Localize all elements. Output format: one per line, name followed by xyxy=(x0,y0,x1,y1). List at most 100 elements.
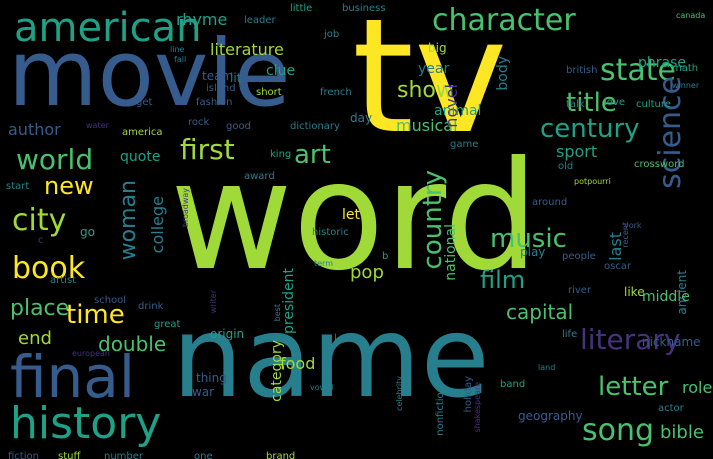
cloud-word: winner xyxy=(672,81,700,90)
cloud-word: broadway xyxy=(181,188,190,228)
cloud-word: life xyxy=(562,329,578,340)
cloud-word: character xyxy=(432,3,576,38)
cloud-word: rock xyxy=(188,117,210,128)
cloud-word: actor xyxy=(658,403,684,414)
cloud-word: body xyxy=(495,56,511,91)
cloud-word: culture xyxy=(636,99,671,110)
cloud-word: nonfiction xyxy=(435,386,446,436)
cloud-word: old xyxy=(558,161,574,172)
cloud-word: film xyxy=(480,266,526,294)
cloud-word: national xyxy=(443,224,459,281)
cloud-word: lit xyxy=(230,71,242,85)
cloud-word: little xyxy=(290,3,313,14)
cloud-word: century xyxy=(540,114,640,144)
cloud-word: land xyxy=(538,363,556,372)
cloud-word: island xyxy=(206,83,236,94)
cloud-word: college xyxy=(148,196,167,254)
cloud-word: time xyxy=(66,300,125,330)
cloud-word: water xyxy=(86,121,109,130)
cloud-word: around xyxy=(532,197,568,208)
cloud-word: art xyxy=(294,140,331,170)
cloud-word: america xyxy=(122,127,163,138)
cloud-word: dictionary xyxy=(290,121,340,132)
cloud-word: brand xyxy=(266,451,296,459)
cloud-word: leader xyxy=(244,15,276,26)
cloud-word: letter xyxy=(598,372,669,402)
cloud-word: writer xyxy=(209,290,218,314)
cloud-word: team xyxy=(202,69,234,83)
cloud-word: double xyxy=(98,332,167,356)
cloud-word: day xyxy=(350,111,373,125)
cloud-word: pop xyxy=(350,262,384,283)
cloud-word: vowel xyxy=(310,383,334,392)
cloud-word: historic xyxy=(312,227,349,238)
cloud-word: phrase xyxy=(638,55,687,71)
cloud-word: short xyxy=(256,87,282,98)
cloud-word: let xyxy=(342,207,360,223)
cloud-word: school xyxy=(94,295,127,306)
cloud-word: song xyxy=(582,413,655,448)
cloud-word: word xyxy=(170,130,539,304)
cloud-word: show xyxy=(397,78,454,103)
cloud-word: first xyxy=(180,133,235,166)
cloud-word: war xyxy=(192,385,215,399)
cloud-word: canada xyxy=(676,11,706,20)
cloud-word: title xyxy=(566,88,617,118)
cloud-word: business xyxy=(342,3,386,14)
cloud-word: state xyxy=(600,53,676,88)
cloud-word: sport xyxy=(556,142,598,161)
cloud-word: city xyxy=(12,203,67,238)
cloud-word: l xyxy=(334,333,337,344)
cloud-word: number xyxy=(104,451,144,459)
cloud-word: drink xyxy=(138,301,164,312)
cloud-word: role xyxy=(682,378,713,397)
cloud-word: literary xyxy=(580,323,681,356)
cloud-word: year xyxy=(418,61,450,77)
cloud-word: potpourri xyxy=(574,177,611,186)
cloud-word: great xyxy=(154,319,181,330)
cloud-word: river xyxy=(568,285,592,296)
cloud-word: world xyxy=(16,143,94,176)
cloud-word: clue xyxy=(266,63,296,79)
cloud-word: band xyxy=(500,379,526,390)
cloud-word: place xyxy=(10,296,70,321)
cloud-word: job xyxy=(324,29,340,40)
cloud-word: ancient xyxy=(675,270,689,315)
cloud-word: talk xyxy=(566,99,585,110)
cloud-word: term xyxy=(314,259,333,268)
cloud-word: math xyxy=(672,63,699,74)
cloud-word: shakespeare xyxy=(473,382,482,433)
cloud-word: line xyxy=(170,45,185,54)
cloud-word: one xyxy=(194,451,213,459)
cloud-word: love xyxy=(604,97,625,108)
cloud-word: thing xyxy=(196,371,227,385)
cloud-word: musical xyxy=(396,116,458,135)
cloud-word: american xyxy=(14,5,202,51)
cloud-word: president xyxy=(281,268,297,334)
cloud-word: book xyxy=(12,251,86,286)
cloud-word: recent xyxy=(621,222,630,248)
cloud-word: end xyxy=(18,328,52,349)
cloud-word: bible xyxy=(660,422,704,443)
cloud-word: fiction xyxy=(8,451,39,459)
cloud-word: fashion xyxy=(196,97,233,108)
cloud-word: music xyxy=(490,224,567,254)
cloud-word: literature xyxy=(210,40,284,59)
cloud-word: new xyxy=(44,172,94,200)
cloud-word: geography xyxy=(518,409,583,423)
cloud-word: british xyxy=(566,65,598,76)
cloud-word: rhyme xyxy=(176,10,228,29)
cloud-word: award xyxy=(244,171,275,182)
cloud-word: play xyxy=(520,245,546,259)
cloud-word: get xyxy=(136,97,153,108)
cloud-word: french xyxy=(320,87,352,98)
cloud-word: celebrity xyxy=(395,376,404,411)
cloud-word: crossword xyxy=(634,159,685,170)
cloud-word: capital xyxy=(506,300,574,324)
cloud-word: origin xyxy=(210,327,245,341)
cloud-word: big xyxy=(428,41,447,55)
cloud-word: woman xyxy=(116,180,141,261)
cloud-word: science xyxy=(653,76,688,189)
cloud-word: quote xyxy=(120,149,161,165)
